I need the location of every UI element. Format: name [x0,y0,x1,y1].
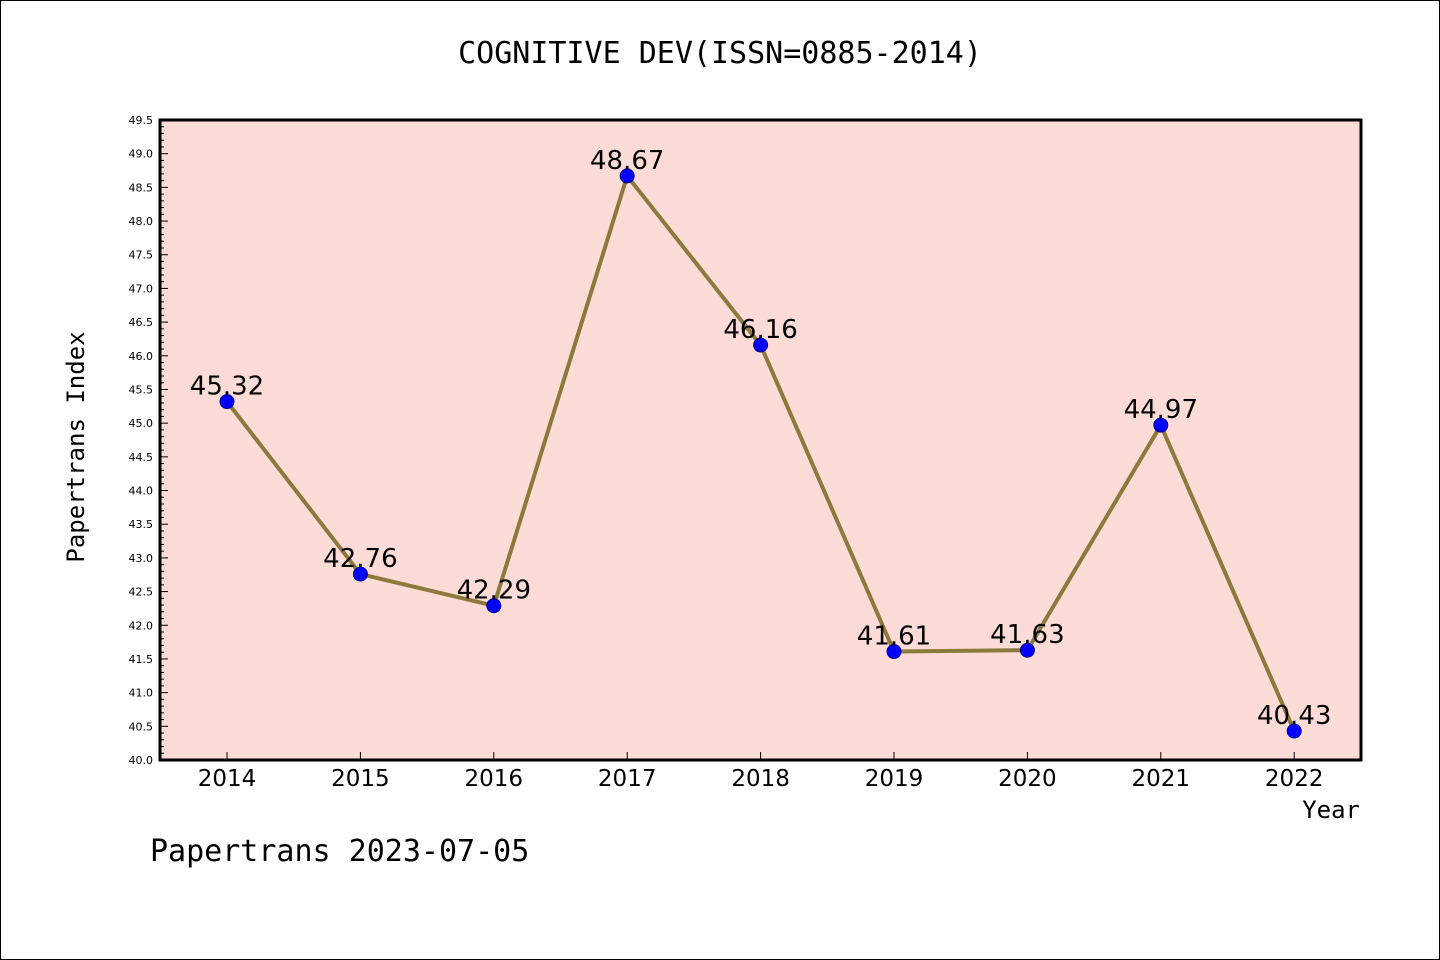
y-tick-label: 46.0 [129,350,154,363]
y-tick-label: 45.0 [129,417,154,430]
x-tick-label: 2014 [198,766,257,792]
x-axis-label: Year [1302,796,1360,824]
y-tick-label: 40.5 [129,720,154,733]
data-label: 41.61 [857,622,931,652]
x-tick-label: 2018 [731,766,790,792]
y-tick-label: 44.0 [129,485,154,498]
y-tick-label: 47.5 [129,249,154,262]
y-tick-label: 49.5 [129,114,154,127]
y-tick-label: 49.0 [129,148,154,161]
y-tick-label: 42.0 [129,619,154,632]
y-tick-label: 43.5 [129,518,154,531]
footer-text: Papertrans 2023-07-05 [150,834,530,869]
data-label: 40.43 [1257,701,1331,731]
data-label: 42.76 [323,544,397,574]
data-label: 41.63 [990,620,1064,650]
x-tick-label: 2021 [1132,766,1191,792]
chart-title: COGNITIVE DEV(ISSN=0885-2014) [458,36,982,71]
x-tick-label: 2016 [465,766,524,792]
data-label: 48.67 [590,146,664,176]
x-tick-label: 2019 [865,766,924,792]
y-tick-label: 43.0 [129,552,154,565]
x-tick-label: 2015 [331,766,390,792]
data-point [753,337,769,353]
x-tick-label: 2017 [598,766,657,792]
data-label: 42.29 [457,576,531,606]
y-tick-label: 42.5 [129,586,154,599]
plot-border [158,118,1363,762]
data-label: 45.32 [190,372,264,402]
x-tick-label: 2020 [998,766,1057,792]
data-point [1019,642,1035,658]
plot-area [160,120,1361,760]
x-tick-label: 2022 [1265,766,1324,792]
y-tick-label: 45.5 [129,383,154,396]
data-point [619,168,635,184]
y-tick-label: 44.5 [129,451,154,464]
data-point [1153,417,1169,433]
y-tick-label: 48.0 [129,215,154,228]
data-label: 46.16 [723,315,797,345]
y-tick-label: 48.5 [129,181,154,194]
data-label: 44.97 [1124,395,1198,425]
data-point [352,566,368,582]
y-tick-label: 46.5 [129,316,154,329]
data-point [1286,723,1302,739]
y-tick-label: 41.5 [129,653,154,666]
y-tick-label: 47.0 [129,282,154,295]
data-point [219,394,235,410]
data-point [886,644,902,660]
y-tick-label: 40.0 [129,754,154,767]
y-tick-label: 41.0 [129,687,154,700]
data-point [486,598,502,614]
